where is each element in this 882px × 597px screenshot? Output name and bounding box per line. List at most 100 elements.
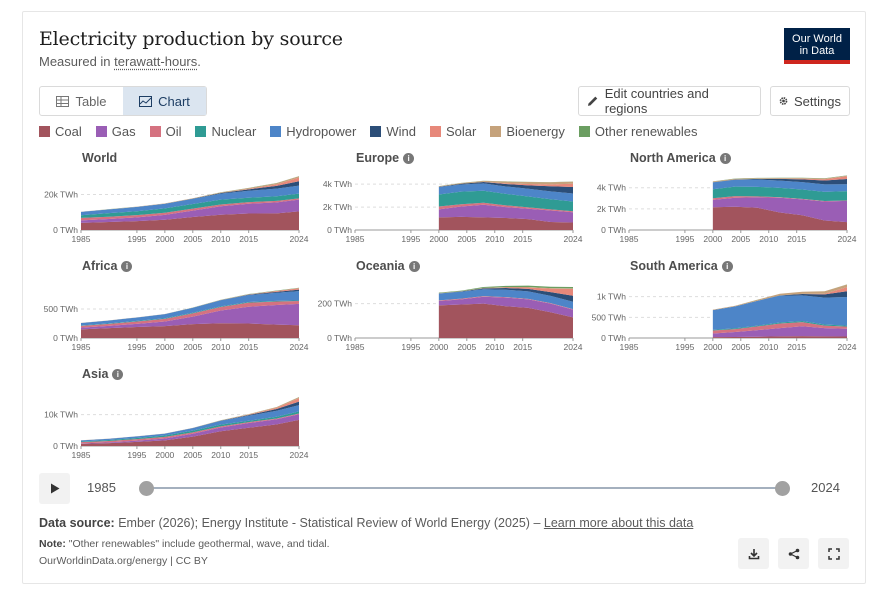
timeline-end-label: 2024	[811, 480, 840, 495]
area-wind[interactable]	[712, 178, 847, 185]
area-oil[interactable]	[712, 322, 847, 334]
x-tick-label: 2024	[564, 234, 583, 244]
x-tick-label: 2015	[239, 342, 258, 352]
area-nuclear[interactable]	[712, 186, 847, 202]
area-solar[interactable]	[438, 181, 573, 188]
tab-chart-label: Chart	[158, 93, 190, 109]
area-wind[interactable]	[712, 291, 847, 311]
chart-title-text: Europe	[356, 151, 400, 165]
area-hydropower[interactable]	[712, 295, 847, 330]
area-other-renewables[interactable]	[712, 175, 847, 182]
area-hydropower[interactable]	[81, 291, 299, 326]
area-nuclear[interactable]	[712, 321, 847, 331]
area-hydropower[interactable]	[438, 289, 573, 310]
x-tick-label: 2005	[183, 234, 202, 244]
area-wind[interactable]	[438, 287, 573, 302]
unit-link[interactable]: terawatt-hours	[114, 54, 198, 69]
area-gas[interactable]	[438, 296, 573, 318]
fullscreen-button[interactable]	[818, 538, 849, 569]
area-bioenergy[interactable]	[712, 284, 847, 311]
chart-title: Europe i	[356, 151, 415, 165]
timeline-end-handle[interactable]	[775, 481, 790, 496]
area-coal[interactable]	[438, 216, 573, 230]
y-tick-label: 4k TWh	[323, 179, 352, 189]
area-oil[interactable]	[81, 300, 299, 328]
area-nuclear[interactable]	[438, 190, 573, 212]
y-tick-label: 20k TWh	[44, 190, 78, 200]
area-hydropower[interactable]	[81, 185, 299, 216]
area-coal[interactable]	[438, 303, 573, 338]
x-tick-label: 2015	[787, 234, 806, 244]
edit-countries-button[interactable]: Edit countries and regions	[578, 86, 761, 116]
area-bioenergy[interactable]	[712, 175, 847, 183]
area-gas[interactable]	[712, 197, 847, 223]
settings-button[interactable]: Settings	[770, 86, 850, 116]
area-oil[interactable]	[712, 196, 847, 202]
chart-africa[interactable]: Africa i 0 TWh 500 TWh 1985 1995 2000 2005 2010…	[36, 259, 309, 357]
legend-item-hydropower[interactable]: Hydropower	[270, 124, 356, 139]
x-tick-label: 1985	[346, 234, 365, 244]
chart-world[interactable]: World 0 TWh 20k TWh 1985 1995 2000 2005 2010 20…	[36, 151, 309, 249]
legend-item-coal[interactable]: Coal	[39, 124, 82, 139]
chart-title-text: World	[82, 151, 118, 165]
legend-item-wind[interactable]: Wind	[370, 124, 416, 139]
share-button[interactable]	[778, 538, 809, 569]
area-solar[interactable]	[712, 176, 847, 183]
chart-europe[interactable]: Europe i 0 TWh 2k TWh 4k TWh 1985 1995 2000 200…	[310, 151, 583, 249]
legend-swatch	[270, 126, 282, 137]
source-url[interactable]: OurWorldinData.org/energy | CC BY	[39, 555, 208, 567]
area-other-renewables[interactable]	[438, 180, 573, 187]
legend-item-gas[interactable]: Gas	[95, 124, 136, 139]
tab-chart[interactable]: Chart	[123, 87, 206, 115]
area-gas[interactable]	[712, 326, 847, 338]
chart-south-america[interactable]: South America i 0 TWh 500 TWh 1k TWh 1985 199…	[584, 259, 857, 357]
area-hydropower[interactable]	[438, 183, 573, 202]
area-gas[interactable]	[81, 199, 299, 223]
learn-more-link[interactable]: Learn more about this data	[543, 516, 694, 530]
area-oil[interactable]	[81, 198, 299, 221]
info-icon[interactable]: i	[403, 152, 415, 164]
info-icon[interactable]: i	[721, 260, 733, 272]
area-coal[interactable]	[712, 336, 847, 338]
area-coal[interactable]	[81, 419, 299, 446]
info-icon[interactable]: i	[112, 368, 124, 380]
chart-oceania[interactable]: Oceania i 0 TWh 200 TWh 1985 1995 2000 2005 201…	[310, 259, 583, 357]
area-wind[interactable]	[438, 181, 573, 194]
legend-item-nuclear[interactable]: Nuclear	[195, 124, 256, 139]
area-coal[interactable]	[712, 206, 847, 230]
area-oil[interactable]	[438, 202, 573, 213]
tab-table[interactable]: Table	[40, 87, 123, 115]
legend-swatch	[39, 126, 50, 137]
legend-swatch	[370, 126, 382, 137]
legend-item-other-renewables[interactable]: Other renewables	[578, 124, 698, 139]
y-tick-label: 1k TWh	[597, 292, 626, 302]
area-gas[interactable]	[81, 303, 299, 330]
legend-item-solar[interactable]: Solar	[430, 124, 476, 139]
info-icon[interactable]: i	[121, 260, 133, 272]
chart-north-america[interactable]: North America i 0 TWh 2k TWh 4k TWh 1985 1995…	[584, 151, 857, 249]
x-tick-label: 2010	[211, 342, 230, 352]
area-coal[interactable]	[81, 211, 299, 230]
timeline-track[interactable]	[146, 487, 782, 489]
download-icon	[748, 548, 759, 559]
area-solar[interactable]	[438, 287, 573, 296]
y-tick-label: 0 TWh	[327, 225, 352, 235]
x-tick-label: 2005	[457, 342, 476, 352]
owid-logo[interactable]: Our World in Data	[784, 28, 850, 64]
area-coal[interactable]	[81, 323, 299, 338]
chart-svg: 0 TWh 500 TWh 1985 1995 2000 2005 2010 2015 2024	[44, 287, 309, 352]
timeline-start-handle[interactable]	[139, 481, 154, 496]
download-button[interactable]	[738, 538, 769, 569]
area-gas[interactable]	[438, 204, 573, 223]
info-icon[interactable]: i	[719, 152, 731, 164]
legend-item-bioenergy[interactable]: Bioenergy	[490, 124, 565, 139]
area-bioenergy[interactable]	[438, 180, 573, 187]
area-solar[interactable]	[81, 288, 299, 323]
play-button[interactable]	[39, 473, 70, 504]
area-other-renewables[interactable]	[438, 285, 573, 294]
chart-asia[interactable]: Asia i 0 TWh 10k TWh 1985 1995 2000 2005 2010 20…	[36, 367, 309, 465]
area-hydropower[interactable]	[712, 179, 847, 192]
legend-item-oil[interactable]: Oil	[149, 124, 181, 139]
area-nuclear[interactable]	[81, 193, 299, 218]
info-icon[interactable]: i	[408, 260, 420, 272]
